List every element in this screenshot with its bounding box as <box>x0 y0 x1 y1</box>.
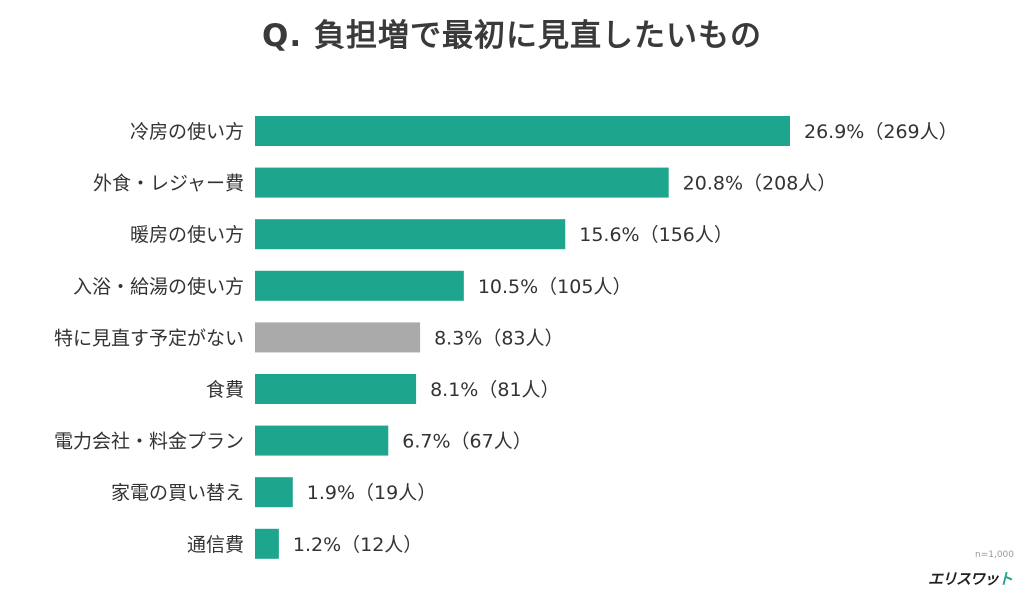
category-label: 外食・レジャー費 <box>93 173 244 195</box>
value-label: 1.2%（12人） <box>293 534 422 556</box>
bar <box>255 425 389 456</box>
sample-size-note: n=1,000 <box>974 550 1014 560</box>
category-label: 通信費 <box>187 534 244 556</box>
value-label: 8.1%（81人） <box>430 379 559 401</box>
bar <box>255 219 566 250</box>
bar <box>255 270 464 301</box>
value-label: 15.6%（156人） <box>579 224 733 246</box>
bar <box>255 374 417 404</box>
category-label: 食費 <box>206 379 244 401</box>
category-label: 電力会社・料金プラン <box>54 431 244 453</box>
value-label: 10.5%（105人） <box>478 276 632 298</box>
category-label: 入浴・給湯の使い方 <box>73 276 244 298</box>
value-label: 8.3%（83人） <box>434 327 563 349</box>
bar <box>255 477 293 508</box>
value-label: 6.7%（67人） <box>402 431 531 453</box>
category-label: 特に見直す予定がない <box>54 327 244 349</box>
bar <box>255 167 669 198</box>
value-label: 20.8%（208人） <box>683 173 837 195</box>
bar <box>255 322 421 353</box>
chart-title: Q. 負担増で最初に見直したいもの <box>262 18 762 54</box>
brand-logo: エリスワット <box>927 570 1013 588</box>
category-label: 家電の買い替え <box>111 482 244 504</box>
category-label: 冷房の使い方 <box>130 121 244 143</box>
bar <box>255 528 279 559</box>
value-label: 1.9%（19人） <box>307 482 436 504</box>
category-label: 暖房の使い方 <box>130 224 244 246</box>
bar <box>255 116 790 146</box>
value-label: 26.9%（269人） <box>804 121 958 143</box>
